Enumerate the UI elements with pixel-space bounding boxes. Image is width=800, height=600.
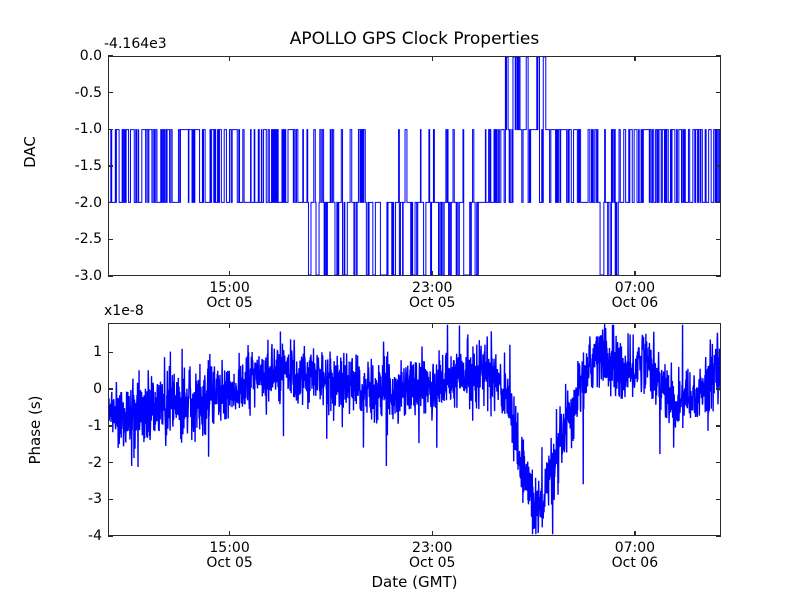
dac-y-6-tick [108, 275, 113, 277]
dac-y-2-right-tick [716, 128, 721, 131]
phase-y-4-right-tick [716, 498, 721, 500]
dac-y-6-right-tick [716, 275, 721, 277]
dac-y-1-label: -0.5 [74, 84, 102, 101]
phase-x-2-tick [634, 531, 636, 536]
phase-x-0-label: 15:00 Oct 05 [206, 540, 253, 571]
dac-axis-offset-label: -4.164e3 [104, 36, 167, 52]
dac-y-5-tick [108, 238, 113, 241]
phase-y-5-label: -4 [88, 528, 102, 544]
phase-series-svg [109, 324, 720, 535]
phase-y-2-label: -1 [88, 417, 102, 434]
phase-y-3-tick [108, 461, 113, 464]
phase-y-4-label: -3 [88, 491, 102, 508]
phase-noise-line [109, 324, 720, 534]
phase-y-1-label: 0 [93, 381, 102, 398]
phase-y-2-tick [108, 425, 113, 427]
dac-y-5-right-tick [716, 238, 721, 241]
dac-x-1-tick [431, 271, 433, 276]
dac-y-6-label: -3.0 [74, 268, 102, 284]
phase-x-1-top-tick [431, 323, 433, 328]
dac-step-line [109, 57, 720, 275]
dac-y-3-label: -1.5 [74, 158, 102, 174]
dac-y-3-right-tick [716, 165, 721, 167]
dac-x-2-tick [634, 271, 636, 276]
x-axis-label: Date (GMT) [371, 573, 458, 591]
dac-y-0-right-tick [716, 55, 721, 57]
phase-axis-offset-label: x1e-8 [104, 303, 144, 319]
dac-x-1-label: 23:00 Oct 05 [408, 280, 456, 311]
phase-y-1-tick [108, 388, 113, 390]
dac-y-axis-label: DAC [21, 136, 39, 168]
dac-x-0-label: 15:00 Oct 05 [206, 280, 253, 311]
phase-x-2-top-tick [634, 323, 636, 328]
dac-y-1-tick [108, 91, 113, 94]
dac-x-0-top-tick [228, 56, 231, 61]
dac-y-4-label: -2.0 [74, 194, 102, 211]
phase-y-0-tick [108, 351, 113, 354]
phase-y-axis-label: Phase (s) [26, 395, 44, 465]
phase-y-5-right-tick [716, 535, 721, 537]
dac-x-0-tick [228, 271, 231, 276]
dac-y-3-tick [108, 165, 113, 167]
phase-y-5-tick [108, 535, 113, 537]
phase-x-0-top-tick [228, 323, 231, 328]
dac-x-1-top-tick [431, 56, 433, 61]
dac-y-1-right-tick [716, 91, 721, 94]
phase-y-0-label: 1 [93, 344, 102, 361]
phase-x-0-tick [228, 531, 231, 536]
phase-y-4-tick [108, 498, 113, 500]
dac-plot-area [108, 56, 721, 276]
dac-y-5-label: -2.5 [74, 231, 102, 248]
dac-y-2-tick [108, 128, 113, 131]
phase-y-3-right-tick [716, 461, 721, 464]
phase-y-2-right-tick [716, 425, 721, 427]
dac-y-0-tick [108, 55, 113, 57]
phase-y-0-right-tick [716, 351, 721, 354]
phase-x-2-label: 07:00 Oct 06 [611, 540, 659, 571]
dac-series-svg [109, 57, 720, 275]
figure-title: APOLLO GPS Clock Properties [289, 29, 540, 49]
dac-x-2-label: 07:00 Oct 06 [611, 280, 659, 311]
phase-plot-area [108, 323, 721, 536]
dac-y-4-right-tick [716, 201, 721, 204]
phase-y-3-label: -2 [88, 454, 102, 471]
phase-x-1-label: 23:00 Oct 05 [408, 540, 456, 571]
phase-x-1-tick [431, 531, 433, 536]
phase-y-1-right-tick [716, 388, 721, 390]
dac-y-4-tick [108, 201, 113, 204]
dac-y-0-label: 0.0 [79, 48, 102, 64]
dac-y-2-label: -1.0 [74, 121, 102, 138]
dac-x-2-top-tick [634, 56, 636, 61]
